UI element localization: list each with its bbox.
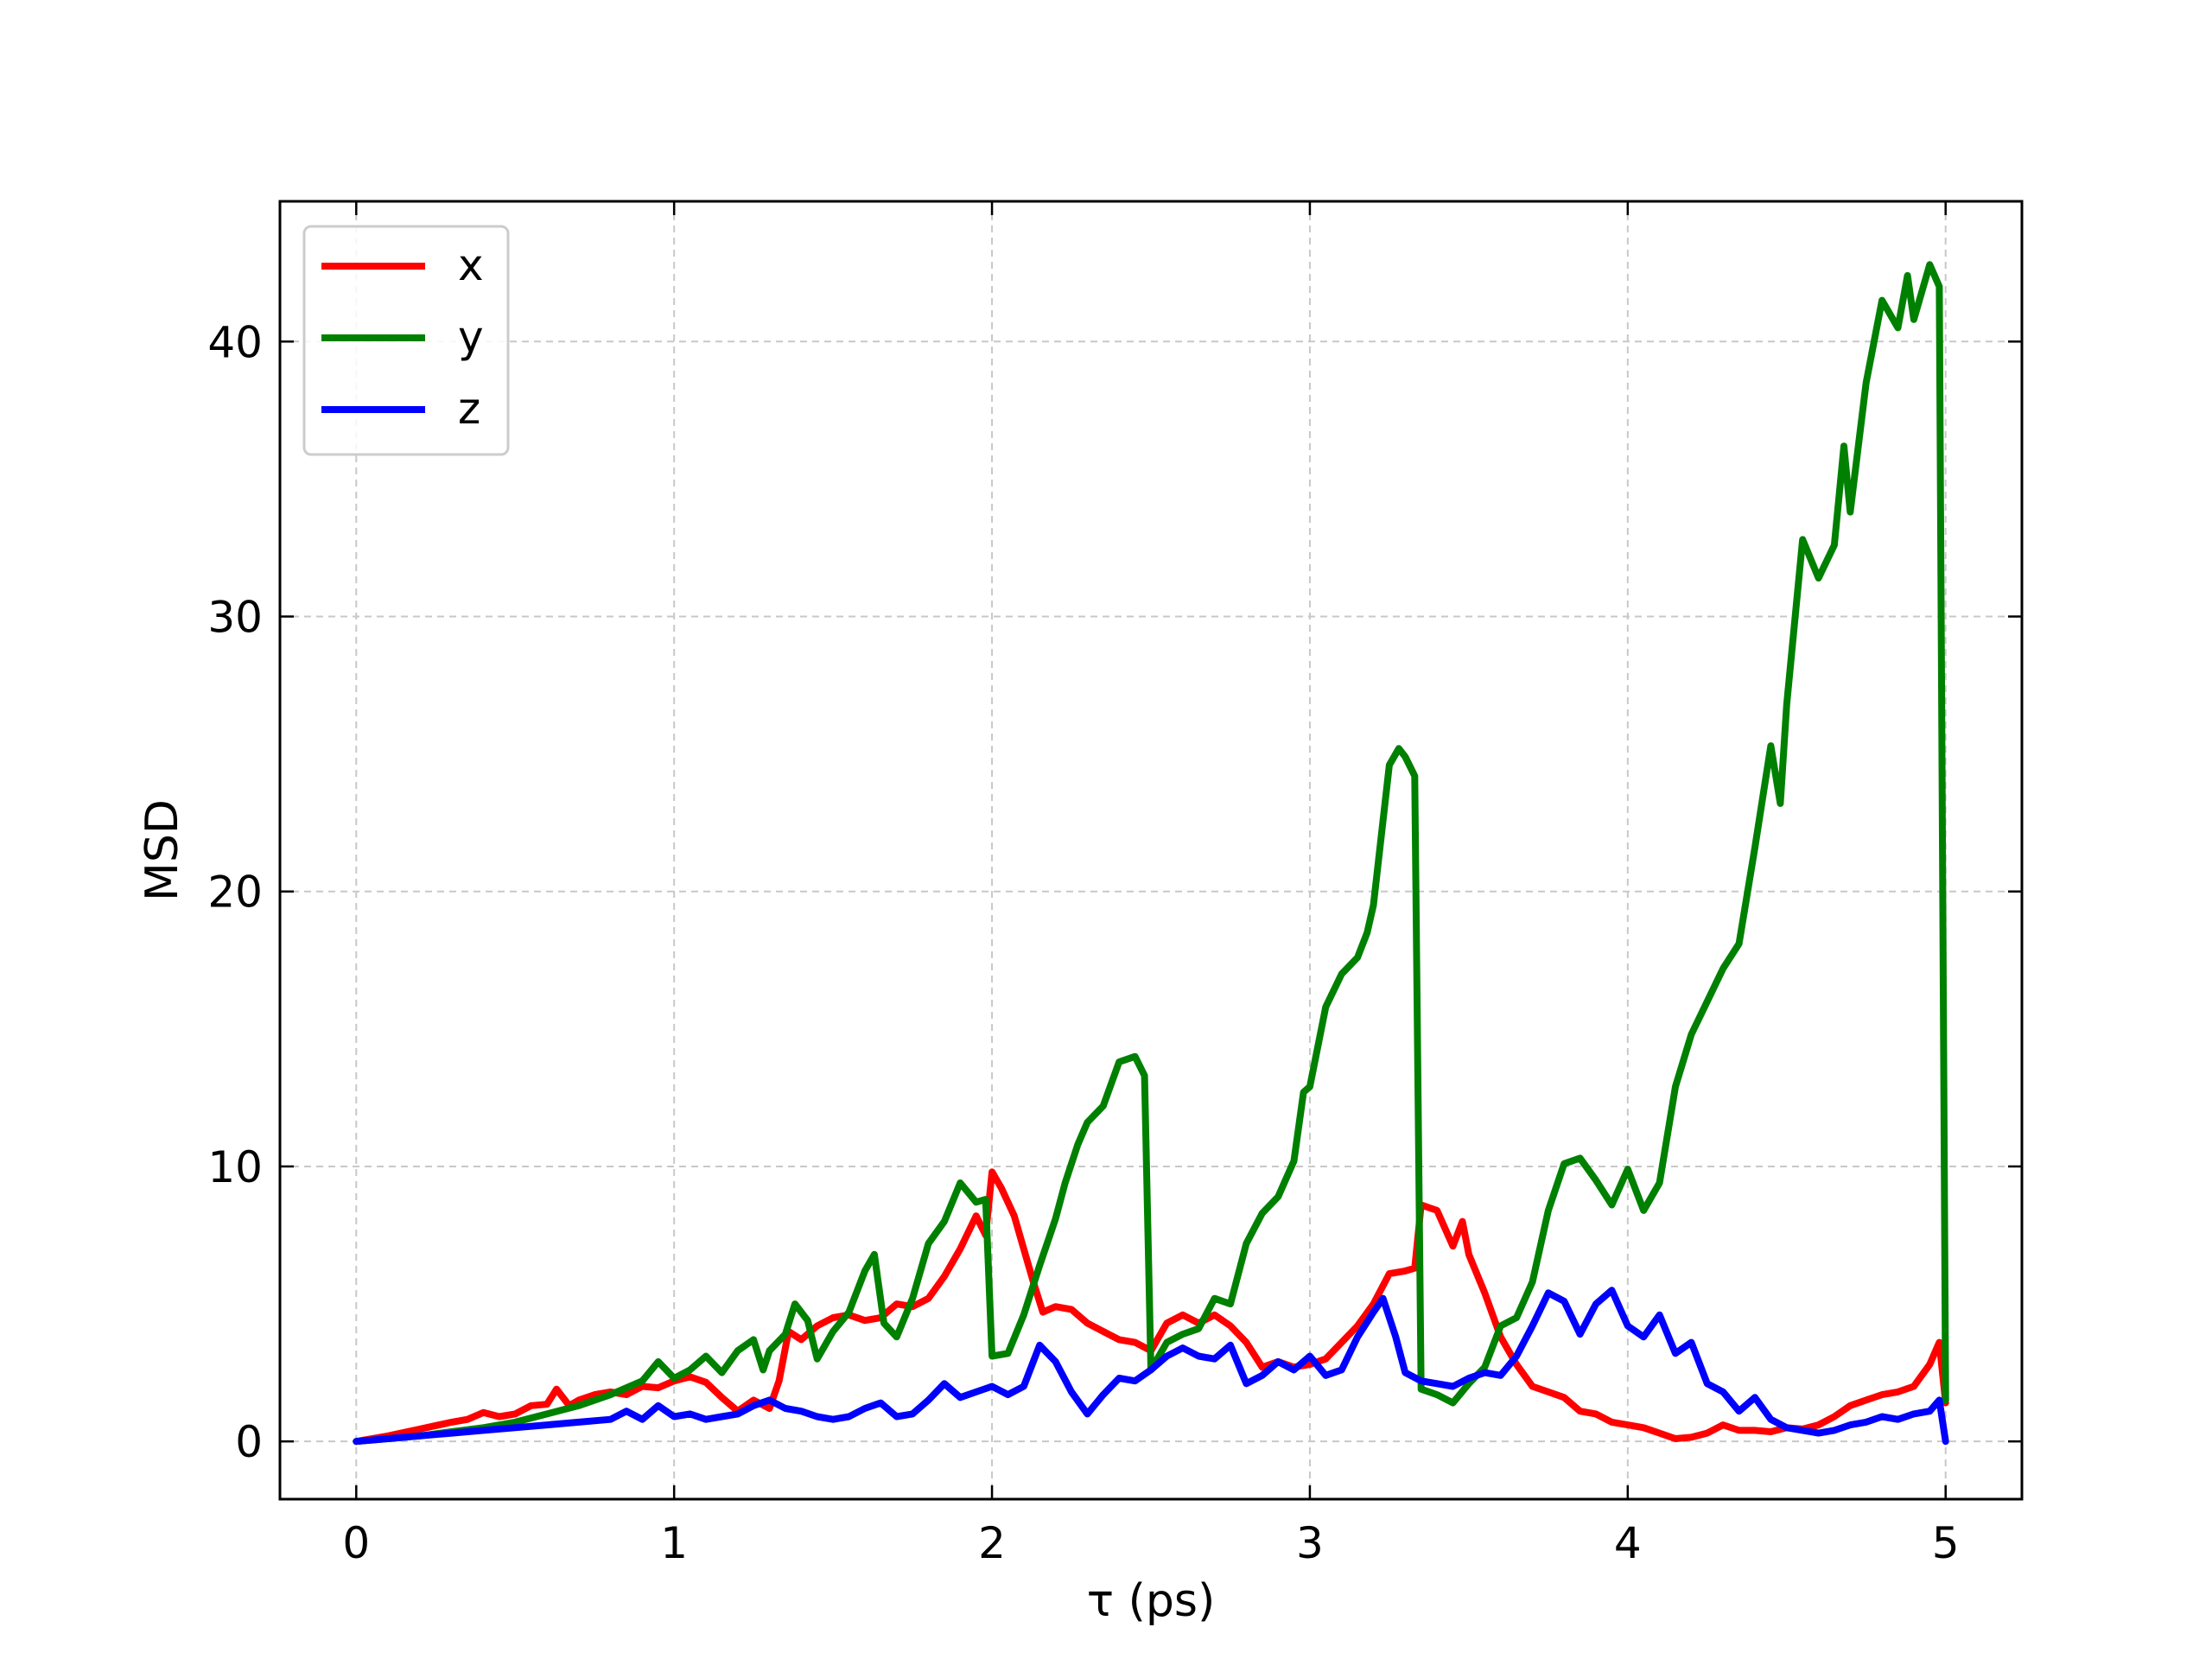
legend-label-y: y — [458, 312, 484, 362]
x-tick-label: 5 — [1932, 1518, 1960, 1568]
x-tick-label: 4 — [1614, 1518, 1642, 1568]
x-tick-label: 3 — [1296, 1518, 1324, 1568]
x-axis-label: τ (ps) — [1087, 1575, 1216, 1627]
series-line-y — [353, 261, 1949, 1446]
ticks: 0 1 2 3 4 5 0 10 20 30 40 — [207, 201, 2022, 1568]
y-tick-label: 10 — [207, 1142, 263, 1192]
y-axis-label: MSD — [137, 799, 188, 901]
axes-frame — [278, 200, 2024, 1501]
legend-label-z: z — [458, 384, 480, 434]
y-tick-label: 40 — [207, 317, 263, 367]
legend-label-x: x — [458, 240, 484, 290]
x-tick-label: 1 — [660, 1518, 688, 1568]
x-tick-label: 2 — [978, 1518, 1006, 1568]
series-line-x — [353, 1168, 1949, 1446]
y-tick-label: 20 — [207, 868, 263, 918]
y-tick-label: 30 — [207, 593, 263, 643]
legend: xyz — [302, 225, 510, 456]
series-layer — [353, 261, 1949, 1446]
series-line-z — [353, 1287, 1949, 1446]
x-tick-label: 0 — [342, 1518, 370, 1568]
y-tick-label: 0 — [235, 1417, 263, 1467]
